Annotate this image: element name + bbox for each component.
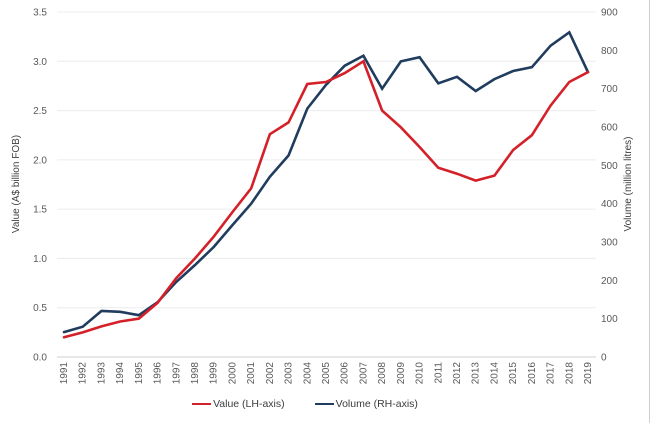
x-tick-label: 2005 [321, 362, 332, 385]
x-tick-label: 2016 [527, 362, 538, 385]
right-tick-label: 200 [601, 276, 618, 287]
x-tick-label: 2000 [227, 362, 238, 385]
left-tick-label: 2.0 [33, 155, 47, 166]
x-tick-label: 1999 [209, 362, 220, 385]
left-tick-label: 0.5 [33, 303, 47, 314]
right-tick-label: 300 [601, 238, 618, 249]
right-tick-label: 500 [601, 161, 618, 172]
left-tick-label: 1.0 [33, 254, 47, 265]
x-tick-label: 2003 [284, 362, 295, 385]
x-tick-label: 2017 [546, 362, 557, 385]
x-tick-label: 1994 [115, 362, 126, 385]
x-tick-label: 1996 [153, 362, 164, 385]
right-axis-title: Volume (million litres) [623, 136, 634, 231]
x-tick-label: 2012 [452, 362, 463, 385]
x-tick-label: 2014 [489, 362, 500, 385]
right-tick-label: 900 [601, 8, 618, 19]
value-line-swatch [192, 402, 212, 406]
x-tick-label: 2015 [508, 362, 519, 385]
volume-line-swatch [314, 402, 334, 406]
x-tick-label: 2009 [396, 362, 407, 385]
right-tick-label: 0 [601, 353, 607, 364]
right-tick-label: 100 [601, 314, 618, 325]
x-tick-label: 1995 [134, 362, 145, 385]
left-tick-label: 3.0 [33, 57, 47, 68]
left-tick-label: 3.5 [33, 8, 47, 19]
left-axis-title: Value (A$ billion FOB) [11, 135, 22, 233]
x-tick-label: 1998 [190, 362, 201, 385]
x-tick-label: 2006 [340, 362, 351, 385]
x-tick-label: 2010 [415, 362, 426, 385]
x-tick-label: 2001 [246, 362, 257, 385]
x-tick-label: 1991 [59, 362, 70, 385]
x-tick-label: 2019 [583, 362, 594, 385]
left-tick-label: 1.5 [33, 205, 47, 216]
x-tick-label: 1997 [171, 362, 182, 385]
legend: Value (LH-axis) Volume (RH-axis) [0, 398, 630, 410]
right-tick-label: 400 [601, 199, 618, 210]
volume-line [62, 30, 590, 334]
left-tick-label: 2.5 [33, 106, 47, 117]
x-tick-label: 2004 [302, 362, 313, 385]
x-tick-label: 2007 [358, 362, 369, 385]
x-tick-label: 2013 [471, 362, 482, 385]
legend-item-value: Value (LH-axis) [192, 398, 285, 410]
legend-label-value: Value (LH-axis) [213, 398, 285, 410]
x-tick-label: 2018 [564, 362, 575, 385]
right-tick-label: 700 [601, 84, 618, 95]
legend-label-volume: Volume (RH-axis) [335, 398, 418, 410]
x-tick-label: 2011 [433, 362, 444, 384]
right-tick-label: 800 [601, 46, 618, 57]
value-line [62, 59, 590, 339]
x-tick-label: 1993 [96, 362, 107, 385]
legend-item-volume: Volume (RH-axis) [314, 398, 418, 410]
x-tick-label: 2002 [265, 362, 276, 385]
right-tick-label: 600 [601, 123, 618, 134]
x-tick-label: 2008 [377, 362, 388, 385]
x-tick-label: 1992 [78, 362, 89, 385]
left-tick-label: 0.0 [33, 353, 47, 364]
